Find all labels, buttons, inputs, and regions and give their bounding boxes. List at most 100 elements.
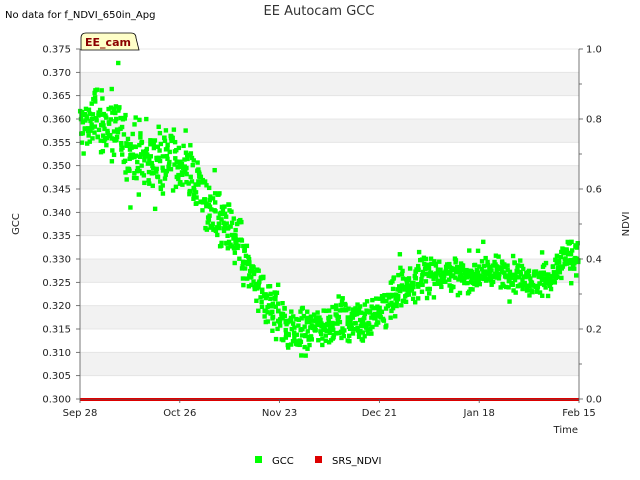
gcc-point	[555, 267, 561, 272]
gcc-point	[462, 280, 467, 286]
gcc-point	[222, 224, 228, 230]
gcc-point	[256, 268, 261, 273]
gcc-point	[117, 105, 122, 110]
gcc-point	[458, 265, 463, 271]
gcc-point	[355, 328, 361, 333]
gcc-point	[106, 106, 111, 112]
gcc-point	[512, 277, 518, 283]
y-tick-label: 0.320	[42, 301, 71, 312]
gcc-point	[494, 275, 499, 280]
gcc-point	[258, 295, 263, 300]
gcc-point	[297, 342, 302, 348]
gcc-point	[391, 275, 397, 280]
gcc-point	[305, 329, 310, 334]
gcc-point	[272, 290, 277, 295]
gcc-point	[507, 269, 513, 275]
gcc-point	[268, 296, 273, 301]
gcc-point	[427, 286, 432, 292]
legend-gcc-swatch	[255, 456, 262, 463]
gcc-point	[286, 332, 292, 338]
gcc-point	[95, 134, 101, 139]
gcc-point	[104, 115, 109, 120]
gcc-point	[498, 285, 503, 290]
y2-tick-label: 0.4	[586, 255, 602, 266]
x-tick-label: Jan 18	[463, 408, 495, 419]
grid-band	[80, 235, 579, 259]
no-data-note: No data for f_NDVI_650in_Apg	[5, 10, 155, 21]
gcc-point	[406, 292, 412, 297]
gcc-point	[133, 115, 138, 120]
gcc-point	[172, 162, 177, 167]
gcc-point	[572, 261, 577, 266]
gcc-point	[302, 324, 307, 329]
gcc-point	[256, 308, 261, 313]
gcc-point	[79, 109, 85, 115]
gcc-point	[393, 296, 398, 301]
gcc-point	[485, 259, 490, 265]
gcc-point	[129, 155, 134, 160]
gcc-point	[380, 295, 386, 301]
gcc-point	[493, 272, 498, 277]
gcc-point	[162, 176, 168, 181]
gcc-point	[119, 124, 125, 130]
gcc-point	[265, 319, 270, 324]
gcc-point	[232, 250, 238, 255]
gcc-point	[219, 243, 224, 248]
gcc-point	[326, 319, 331, 324]
gcc-point	[240, 264, 245, 269]
gcc-point	[165, 146, 170, 151]
gcc-point	[362, 311, 368, 317]
gcc-point	[416, 249, 422, 255]
gcc-point	[416, 284, 421, 289]
gcc-point	[350, 315, 356, 320]
gcc-point	[474, 282, 479, 288]
gcc-point	[488, 264, 493, 270]
gcc-point	[273, 292, 278, 298]
gcc-point	[438, 267, 443, 272]
gcc-point	[222, 204, 227, 209]
gcc-point	[96, 127, 102, 133]
gcc-point	[336, 314, 342, 320]
gcc-point	[316, 338, 321, 343]
gcc-point	[80, 120, 86, 125]
gcc-point	[92, 130, 97, 135]
gcc-point	[353, 306, 358, 311]
gcc-point	[333, 306, 339, 312]
gcc-point	[557, 270, 563, 275]
gcc-point	[207, 204, 213, 209]
gcc-point	[449, 265, 454, 271]
gcc-point	[373, 315, 378, 321]
gcc-point	[223, 214, 229, 219]
gcc-point	[183, 128, 188, 133]
gcc-point	[89, 122, 94, 127]
gcc-point	[411, 291, 417, 296]
gcc-point	[526, 268, 532, 274]
gcc-point	[349, 311, 354, 316]
gcc-point	[291, 314, 296, 319]
gcc-point	[249, 269, 254, 274]
gcc-point	[558, 254, 564, 260]
gcc-point	[134, 153, 139, 158]
gcc-point	[540, 293, 545, 298]
gcc-point	[160, 168, 166, 173]
gcc-point	[426, 273, 431, 279]
gcc-point	[130, 131, 135, 137]
gcc-point	[300, 305, 305, 311]
gcc-point	[499, 265, 504, 270]
gcc-point	[369, 331, 374, 336]
gcc-point	[147, 157, 152, 162]
gcc-point	[537, 290, 543, 295]
gcc-point	[132, 122, 137, 127]
gcc-point	[515, 263, 521, 268]
gcc-point	[116, 108, 121, 113]
gcc-point	[519, 263, 525, 269]
gcc-point	[318, 329, 323, 334]
gcc-point	[507, 299, 512, 304]
gcc-point	[150, 166, 156, 171]
gcc-point	[167, 159, 172, 165]
gcc-point	[239, 219, 244, 225]
y-tick-label: 0.365	[42, 91, 71, 102]
gcc-point	[395, 297, 401, 302]
gcc-point	[439, 284, 444, 290]
gcc-point	[196, 182, 201, 187]
